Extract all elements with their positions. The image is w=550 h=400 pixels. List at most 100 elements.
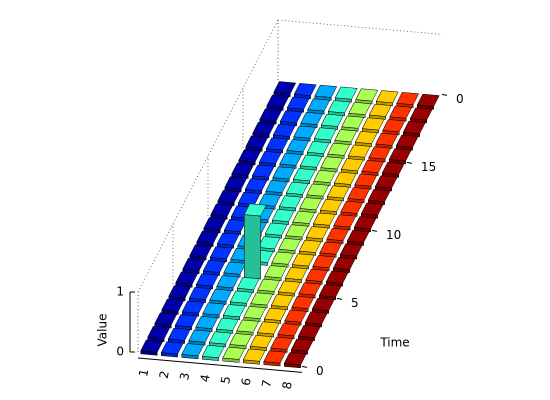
y-tick-label: 0	[456, 92, 464, 106]
bar-top	[291, 253, 315, 267]
z-tick-label: 1	[116, 285, 124, 299]
bar-top	[297, 325, 321, 338]
bar-top	[290, 338, 314, 352]
bar	[306, 183, 330, 200]
bar-top	[396, 92, 420, 105]
z-tick-label: 0	[116, 345, 124, 359]
bar-top	[209, 288, 233, 302]
bar-top	[416, 93, 440, 107]
bar-top	[326, 185, 350, 199]
bar-top	[306, 183, 330, 197]
x-tick-label: 5	[218, 375, 233, 385]
bar-top	[326, 228, 350, 241]
x-tick-label: 4	[198, 373, 213, 383]
bar-top	[312, 212, 336, 226]
bar-top	[368, 146, 392, 160]
bar-top	[252, 122, 276, 135]
bar-top	[222, 346, 246, 360]
bar	[354, 173, 378, 190]
bar	[272, 123, 296, 140]
bar	[154, 312, 178, 329]
bar	[209, 246, 233, 263]
bar-top	[273, 81, 297, 95]
z-axis-label: Value	[96, 314, 110, 347]
bar-top	[334, 129, 358, 143]
bar	[354, 131, 378, 147]
bar-top	[181, 300, 205, 314]
bar-top	[279, 110, 303, 124]
bar	[332, 257, 356, 273]
bar	[278, 195, 302, 212]
bar-top	[389, 105, 413, 119]
bar-top	[168, 285, 192, 299]
bar	[278, 238, 302, 254]
bar-top	[367, 189, 391, 202]
bar	[318, 284, 342, 301]
bar-top	[353, 216, 377, 230]
bar	[259, 108, 283, 125]
bar-top	[312, 255, 336, 269]
bar	[271, 251, 295, 268]
bar-top	[298, 239, 322, 253]
bar	[277, 280, 301, 297]
bar-top	[320, 113, 344, 127]
bar-top	[265, 180, 289, 193]
bar	[264, 265, 288, 282]
bar	[203, 217, 227, 234]
bar	[355, 88, 379, 105]
bar	[334, 129, 358, 146]
bar	[208, 331, 232, 348]
bar-top	[375, 132, 399, 146]
bar	[243, 306, 267, 322]
bar	[299, 197, 323, 214]
bar-top	[347, 144, 371, 158]
bar	[270, 294, 294, 311]
bar-top	[231, 162, 255, 176]
bar	[263, 350, 287, 367]
bar	[264, 222, 288, 239]
bar-top	[236, 277, 260, 290]
bar-top	[327, 100, 351, 114]
bar-top	[256, 321, 280, 335]
bar	[209, 288, 233, 305]
bar-top	[388, 148, 412, 162]
bar	[216, 232, 240, 249]
bar-top	[272, 166, 296, 180]
bar	[320, 156, 344, 173]
bar-top	[271, 209, 295, 222]
bar-top	[196, 230, 220, 244]
bar	[388, 148, 412, 165]
bar	[312, 212, 336, 229]
bar	[245, 135, 269, 152]
bar	[395, 134, 419, 151]
bar	[297, 325, 321, 341]
bar	[291, 296, 315, 312]
y-axis-label: Time	[379, 336, 409, 350]
bar-top	[250, 292, 274, 306]
bar	[216, 275, 240, 292]
bar	[353, 216, 377, 233]
bar	[195, 273, 219, 290]
bar-top	[374, 175, 398, 189]
bar	[347, 144, 371, 161]
bar-top	[284, 309, 308, 323]
bar-top	[354, 173, 378, 187]
bar-top	[333, 171, 357, 185]
bar-top	[381, 161, 405, 175]
bar-top	[318, 284, 342, 298]
bar	[327, 100, 351, 117]
bar-top	[258, 151, 282, 164]
bar	[286, 139, 310, 156]
x-tick-label: 8	[280, 380, 295, 390]
bar	[326, 185, 350, 202]
bar-top	[333, 214, 357, 228]
bar	[286, 96, 310, 113]
bar-top	[224, 176, 248, 190]
bar-top	[305, 268, 329, 282]
bar-top	[286, 96, 310, 110]
bar-top	[284, 267, 308, 280]
bar	[305, 268, 329, 285]
bar	[347, 187, 371, 204]
bar	[188, 287, 212, 303]
